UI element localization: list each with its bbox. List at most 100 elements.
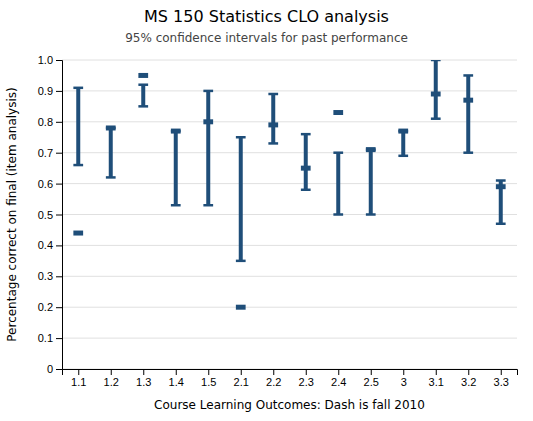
current-dash — [333, 110, 343, 115]
ci-lower-tick — [496, 223, 506, 226]
y-tick: 0.7 — [38, 147, 62, 159]
ci-lower-tick — [73, 164, 83, 167]
ci-upper-tick — [138, 83, 148, 86]
grid-line — [62, 90, 517, 91]
y-tick-label: 0.7 — [38, 147, 53, 159]
x-tick-mark — [78, 369, 79, 375]
x-tick-label: 1.4 — [169, 376, 184, 388]
x-axis: 1.11.21.31.41.52.12.22.32.42.533.13.23.3 — [63, 369, 518, 388]
x-tick: 2.4 — [331, 369, 346, 388]
x-tick: 2.1 — [234, 369, 249, 388]
ci-upper-tick — [463, 74, 473, 77]
title: MS 150 Statistics CLO analysis — [144, 7, 389, 26]
ci-upper-tick — [106, 127, 116, 130]
ci-lower-tick — [203, 204, 213, 207]
y-axis-title: Percentage correct on final (item analys… — [5, 87, 19, 341]
ci-bar — [466, 75, 470, 152]
current-dash — [431, 91, 441, 96]
y-tick-label: 0.2 — [38, 301, 53, 313]
x-tick-mark — [403, 369, 404, 375]
x-tick-label: 3.1 — [429, 376, 444, 388]
x-tick-mark — [208, 369, 209, 375]
y-tick-label: 0.8 — [38, 116, 53, 128]
grid-line — [62, 183, 517, 184]
x-tick-label: 3.2 — [461, 376, 476, 388]
x-tick-label: 3.3 — [494, 376, 509, 388]
ci-lower-tick — [268, 142, 278, 145]
ci-lower-tick — [463, 151, 473, 154]
y-tick-label: 0.9 — [38, 85, 53, 97]
ci-lower-tick — [333, 213, 343, 216]
y-tick: 0.9 — [38, 85, 62, 97]
grid-line — [62, 245, 517, 246]
interval — [73, 88, 83, 233]
x-tick-label: 3 — [401, 376, 407, 388]
interval — [333, 113, 343, 215]
interval — [203, 91, 213, 205]
y-tick-label: 1.0 — [38, 54, 53, 66]
ci-bar — [206, 91, 210, 205]
current-dash — [301, 166, 311, 171]
current-dash — [203, 119, 213, 124]
x-axis-line — [63, 370, 518, 376]
subtitle: 95% confidence intervals for past perfor… — [125, 31, 408, 45]
current-dash — [236, 305, 246, 310]
interval — [398, 131, 408, 156]
y-tick-mark — [56, 245, 62, 246]
y-tick-mark — [56, 153, 62, 154]
grid-line — [62, 338, 517, 339]
ci-bar — [271, 94, 275, 143]
y-tick-mark — [56, 338, 62, 339]
ci-bar — [336, 153, 340, 215]
chart: 00.10.20.30.40.50.60.70.80.91.01.11.21.3… — [0, 0, 533, 421]
x-tick-label: 2.2 — [266, 376, 281, 388]
ci-lower-tick — [236, 260, 246, 263]
y-axis-line — [56, 61, 63, 370]
y-tick-mark — [56, 184, 62, 185]
y-tick-label: 0.4 — [38, 239, 53, 251]
y-tick-label: 0.5 — [38, 209, 53, 221]
y-tick-label: 0.6 — [38, 178, 53, 190]
y-axis: 00.10.20.30.40.50.60.70.80.91.0 — [38, 54, 63, 375]
current-dash — [398, 129, 408, 134]
interval — [463, 75, 473, 152]
current-dash — [73, 231, 83, 236]
grid-line — [62, 60, 517, 61]
grid-line — [62, 276, 517, 277]
ci-upper-tick — [171, 130, 181, 133]
x-tick-mark — [176, 369, 177, 375]
ci-upper-tick — [203, 90, 213, 93]
current-dash — [463, 98, 473, 103]
x-tick: 1.4 — [169, 369, 184, 388]
x-tick-label: 2.3 — [299, 376, 314, 388]
y-tick-label: 0 — [47, 363, 53, 375]
ci-lower-tick — [138, 105, 148, 108]
x-tick: 1.3 — [136, 369, 151, 388]
x-tick-label: 2.5 — [364, 376, 379, 388]
x-axis-title: Course Learning Outcomes: Dash is fall 2… — [154, 398, 425, 412]
ci-upper-tick — [431, 60, 441, 61]
x-tick: 3.3 — [494, 369, 509, 388]
ci-bar — [174, 131, 178, 205]
y-tick-mark — [56, 307, 62, 308]
ci-bar — [434, 60, 438, 119]
grid-line — [62, 214, 517, 215]
interval — [268, 94, 278, 143]
x-tick-mark — [501, 369, 502, 375]
ci-bar — [401, 131, 405, 156]
y-tick: 0.2 — [38, 301, 62, 313]
x-tick: 1.2 — [104, 369, 119, 388]
y-tick-mark — [56, 215, 62, 216]
ci-upper-tick — [496, 179, 506, 182]
ci-bar — [239, 137, 243, 261]
x-tick: 3.1 — [429, 369, 444, 388]
grid-line — [62, 307, 517, 308]
current-dash — [106, 125, 116, 130]
ci-lower-tick — [366, 213, 376, 216]
ci-bar — [109, 128, 113, 177]
x-tick: 1.1 — [71, 369, 86, 388]
ci-upper-tick — [268, 93, 278, 96]
ci-bar — [304, 134, 308, 190]
current-dash — [366, 147, 376, 152]
y-tick: 0.4 — [38, 239, 62, 251]
